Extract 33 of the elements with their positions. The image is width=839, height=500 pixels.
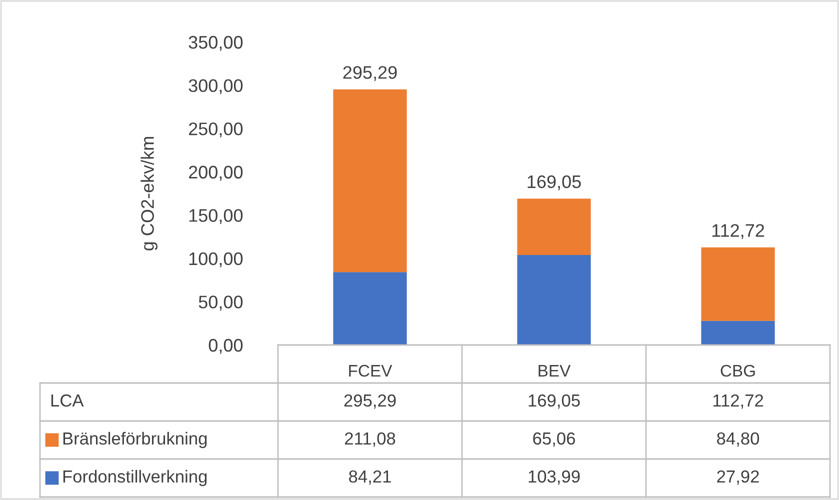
y-tick-label: 250,00: [188, 122, 243, 138]
y-tick-label: 50,00: [198, 296, 243, 311]
bar: [517, 254, 591, 345]
y-tick-label: 300,00: [188, 79, 243, 94]
y-tick-label: 0,00: [208, 338, 243, 354]
bar: [333, 89, 407, 272]
total-label: 295,29: [343, 66, 397, 81]
text: LCA: [51, 394, 84, 407]
x-tick-label: BEV: [538, 365, 571, 377]
legend-label: Fordonstillverkning: [63, 470, 207, 486]
y-tick-label: 200,00: [188, 166, 243, 181]
bar: [701, 320, 775, 345]
y-tick-label: 350,00: [188, 36, 243, 51]
data-label: 211,08: [344, 432, 396, 447]
text: 112,72: [713, 394, 764, 409]
bar: [701, 247, 775, 321]
data-label: 84,80: [717, 432, 760, 447]
text: 169,05: [528, 394, 580, 409]
data-label: 103,99: [528, 470, 580, 485]
x-tick-label: FCEV: [349, 364, 392, 377]
data-label: 65,06: [533, 432, 575, 447]
total-label: 112,72: [712, 224, 764, 240]
y-tick-label: 100,00: [189, 252, 243, 268]
bar: [333, 272, 407, 345]
y-axis-title: g CO2-ekv/km: [140, 137, 158, 250]
data-label: 84,21: [349, 470, 391, 485]
text: 295,29: [344, 394, 396, 409]
total-label: 169,05: [528, 175, 581, 190]
y-tick-label: 150,00: [189, 209, 243, 224]
data-label: 27,92: [717, 470, 759, 485]
legend-label: Bränsleförbrukning: [63, 432, 207, 448]
x-tick-label: CBG: [720, 364, 755, 377]
bar: [517, 198, 591, 255]
